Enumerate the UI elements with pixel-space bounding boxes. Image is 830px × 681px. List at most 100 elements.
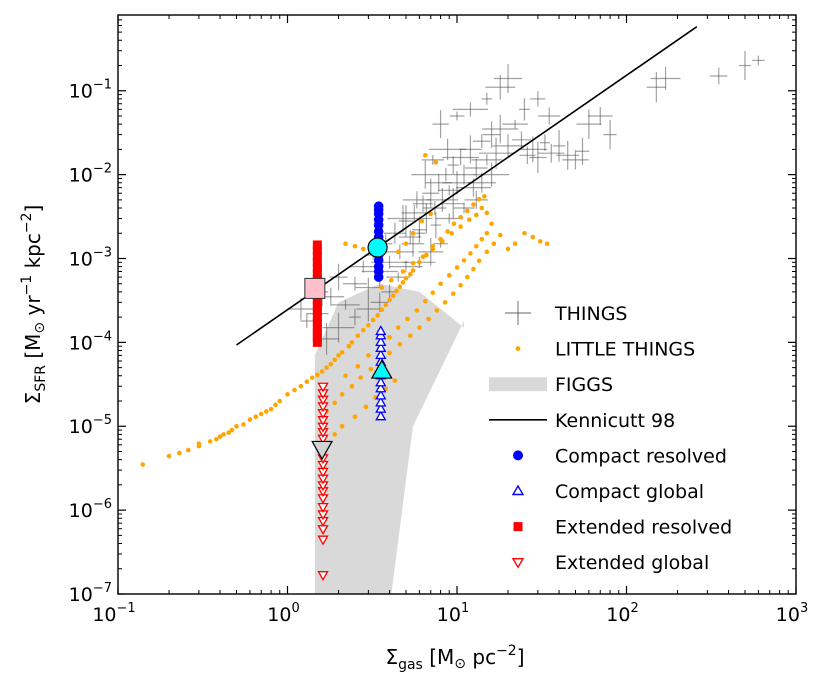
little-things-point (339, 423, 345, 429)
little-things-point (442, 300, 448, 305)
legend-label: FIGGS (555, 374, 613, 396)
things-point (646, 72, 667, 103)
little-things-point (422, 298, 428, 304)
little-things-point (368, 366, 374, 372)
compact-global-point (375, 376, 387, 387)
little-things-point (428, 211, 434, 217)
compact-global-point (375, 341, 387, 352)
compact-global-point (375, 349, 387, 360)
extended-resolved-point (312, 323, 322, 333)
y-tick-label: 10−6 (69, 497, 112, 522)
things-point (502, 119, 528, 129)
little-things-point (403, 276, 409, 281)
little-things-point (417, 325, 422, 330)
little-things-point (537, 239, 543, 244)
little-things-point (479, 205, 485, 211)
little-things-point (285, 392, 290, 397)
little-things-point (336, 353, 341, 358)
plot-area (140, 26, 765, 594)
y-tick-label: 10−4 (69, 329, 112, 354)
little-things-point (207, 439, 213, 444)
things-point (430, 212, 441, 239)
y-tick-label: 10−3 (69, 245, 112, 270)
y-tick-label: 10−2 (69, 162, 112, 187)
little-things-point (315, 372, 320, 378)
legend-label: Extended resolved (555, 517, 732, 539)
legend-label: THINGS (554, 303, 628, 325)
little-things-point (387, 334, 392, 340)
things-point (402, 191, 432, 209)
little-things-point (298, 383, 304, 389)
things-point (349, 308, 361, 326)
little-things-point (400, 280, 406, 285)
things-point (387, 205, 419, 232)
little-things-point (360, 327, 366, 333)
things-point (539, 134, 550, 152)
extended-resolved-point (312, 306, 322, 316)
little-things-point (445, 229, 450, 234)
little-things-point (166, 453, 172, 459)
things-point (384, 222, 406, 244)
things-point (519, 98, 530, 121)
little-things-point (186, 447, 191, 453)
sample-points-layer (304, 201, 393, 581)
things-point (562, 150, 589, 170)
x-tick-label: 100 (267, 601, 299, 626)
little-things-point (234, 423, 239, 429)
extended-global-point (317, 571, 329, 581)
little-things-point (433, 160, 439, 165)
little-things-point (407, 333, 413, 339)
extended-resolved-point (312, 269, 322, 279)
things-point (529, 142, 547, 173)
little-things-point (461, 258, 467, 263)
things-point (538, 143, 565, 163)
extended-global-mean (311, 440, 334, 461)
y-axis-label: ΣSFR [M⊙ yr−1 kpc−2] (19, 205, 49, 405)
things-point (399, 230, 422, 244)
x-tick-label: 10−1 (92, 601, 135, 626)
little-things-point (196, 441, 202, 446)
little-things-point (484, 249, 490, 255)
legend-entry: Extended resolved (513, 517, 732, 539)
things-point (356, 296, 381, 322)
little-things-point (352, 414, 358, 419)
things-point (432, 110, 449, 139)
little-things-point (466, 217, 472, 223)
little-things-point (482, 194, 487, 199)
extended-resolved-point (312, 252, 322, 262)
legend-label: Extended global (555, 552, 709, 574)
little-things-point (434, 308, 440, 313)
little-things-point (328, 361, 334, 367)
little-things-point (309, 375, 315, 380)
little-things-point (474, 243, 479, 249)
x-tick-label: 103 (776, 601, 808, 626)
extended-resolved-point (312, 296, 322, 306)
little-things-point (253, 414, 259, 419)
things-point (449, 111, 465, 121)
axes-layer: 10−1 100 101 102 103 10−7 10−6 10−5 10−4 10−3 10−2… (19, 14, 808, 673)
little-things-point (352, 243, 358, 249)
extended-global-point (317, 382, 329, 393)
little-things-point (449, 230, 454, 236)
little-things-point (397, 341, 403, 347)
little-things-point (497, 232, 503, 238)
little-things-point (292, 387, 297, 393)
little-things-point (389, 277, 394, 283)
little-things-point (491, 241, 497, 247)
little-things-point (438, 281, 443, 287)
things-point (709, 67, 728, 85)
little-things-point (387, 297, 392, 303)
things-point (441, 188, 465, 220)
little-things-point (400, 269, 406, 274)
legend-marker (489, 377, 547, 392)
little-things-point (247, 417, 253, 422)
figgs-layer (314, 283, 465, 594)
things-point (418, 237, 444, 266)
things-point (603, 119, 617, 150)
compact-global-point (375, 396, 387, 407)
little-things-point (339, 350, 345, 355)
y-axis-label-group: ΣSFR [M⊙ yr−1 kpc−2] (19, 205, 49, 405)
little-things-point (379, 307, 385, 313)
little-things-point (366, 353, 371, 358)
